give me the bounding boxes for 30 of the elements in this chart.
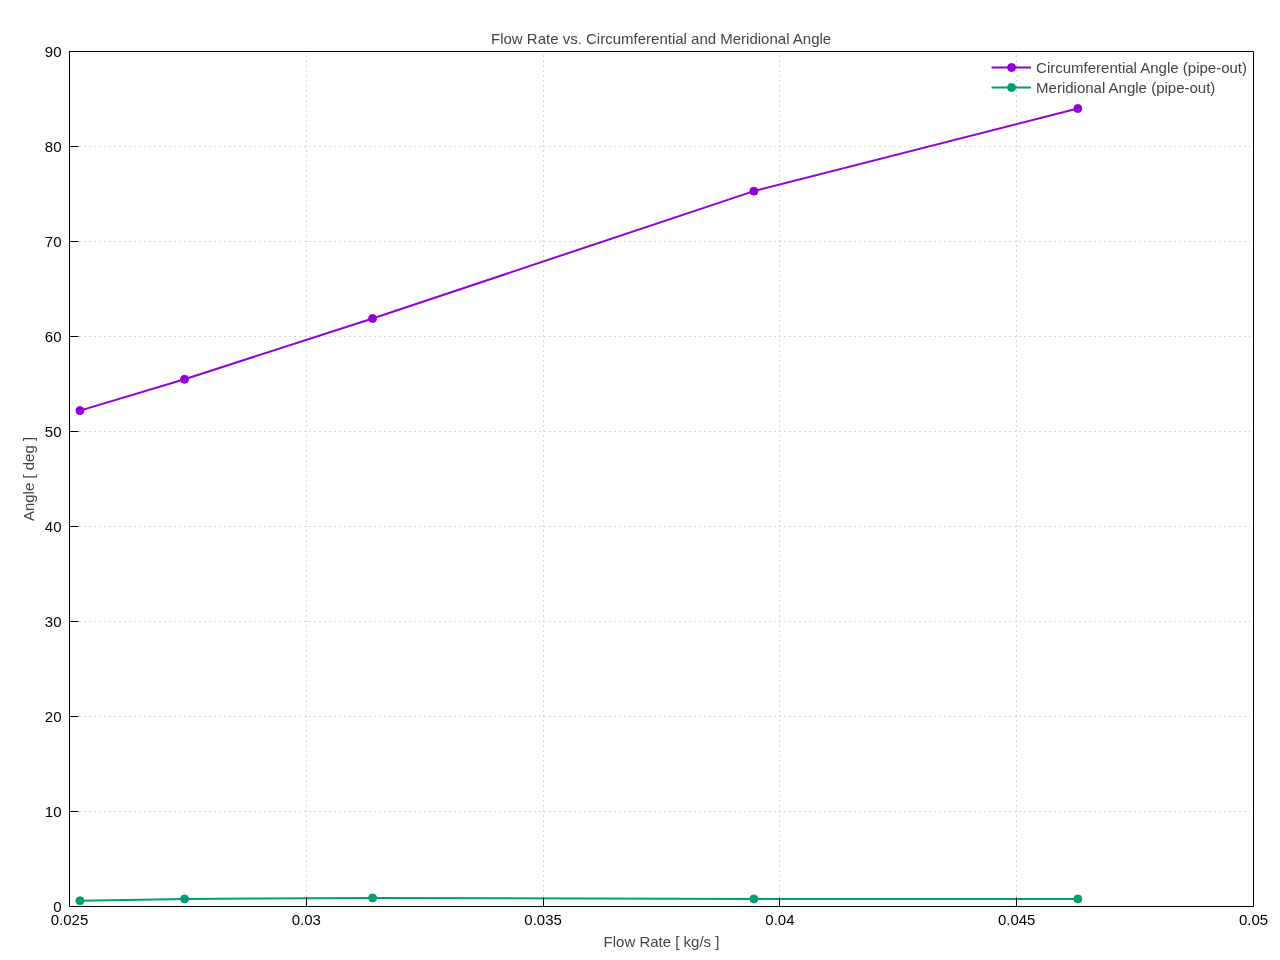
y-tick-label: 20 (44, 707, 62, 725)
point (368, 893, 378, 903)
y-tick-label: 0 (53, 897, 62, 915)
y-tick-label: 10 (44, 802, 62, 820)
y-tick-label: 40 (44, 517, 62, 535)
x-tick-label: 0.035 (524, 910, 562, 928)
y-tick-label: 90 (44, 42, 62, 60)
point (749, 894, 759, 904)
y-tick-label: 70 (44, 232, 62, 250)
x-tick-label: 0.045 (997, 910, 1036, 928)
y-tick-label: 60 (44, 327, 62, 345)
point (1073, 894, 1083, 904)
x-axis-title: Flow Rate [ kg/s ] (603, 932, 720, 950)
y-tick-label: 30 (44, 612, 62, 630)
point (1073, 104, 1083, 113)
x-tick-label: 0.05 (1238, 910, 1269, 928)
x-tick-label: 0.04 (765, 910, 795, 928)
chart-title: Flow Rate vs. Circumferential and Meridional Angle (491, 29, 832, 47)
legend-label: Circumferential Angle (pipe-out) (1036, 58, 1247, 76)
x-tick-label: 0.03 (291, 910, 321, 928)
y-tick-label: 80 (44, 137, 62, 155)
point (180, 374, 190, 384)
point (75, 896, 85, 906)
legend-label: Meridional Angle (pipe-out) (1036, 78, 1216, 96)
y-tick-label: 50 (44, 422, 62, 440)
point (180, 894, 190, 904)
point (368, 313, 378, 323)
point (75, 406, 85, 416)
point (749, 186, 759, 196)
y-axis-title: Angle [ deg ] (19, 436, 37, 522)
